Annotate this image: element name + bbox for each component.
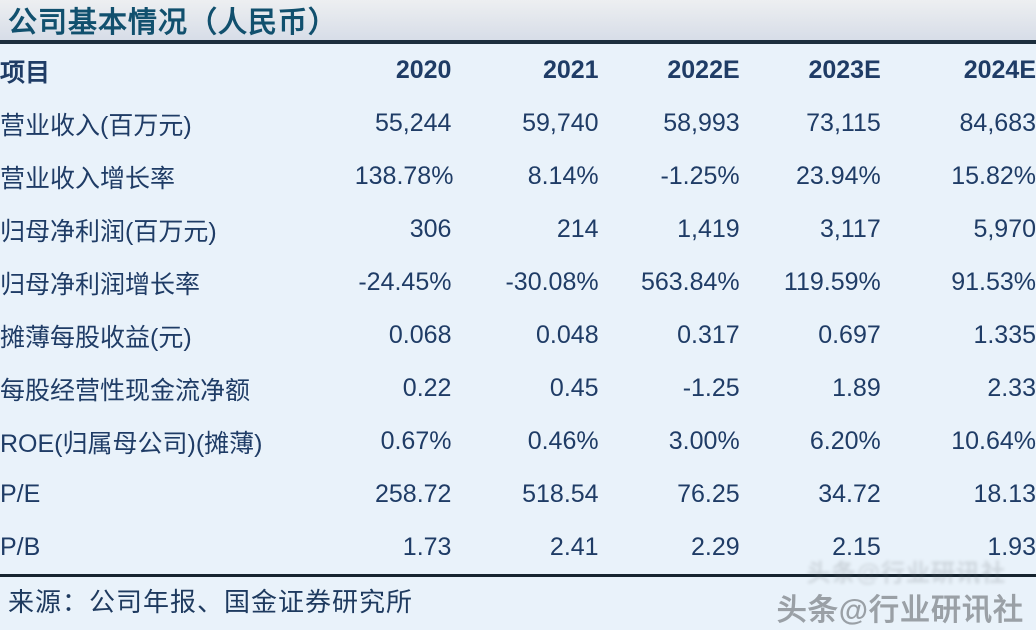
table-row: P/B 1.73 2.41 2.29 2.15 1.93 [0,521,1036,574]
row-value: 1.89 [832,374,881,402]
row-label: 归母净利润(百万元) [0,217,217,246]
row-label: 归母净利润增长率 [0,270,201,299]
row-value: 0.46% [527,427,599,455]
row-value: 1,419 [677,215,740,243]
row-value: 2.41 [549,533,599,561]
row-value: 3.00% [668,427,740,455]
row-label: ROE(归属母公司)(摊薄) [0,429,263,458]
row-value: 2.15 [832,533,881,561]
row-value: -1.25 [682,374,740,402]
row-value: 10.64% [951,427,1036,455]
table-body: 营业收入(百万元) 55,244 59,740 58,993 73,115 84,683 营… [0,97,1036,574]
row-value: 6.20% [809,427,881,455]
table-row: 摊薄每股收益(元) 0.068 0.048 0.317 0.697 1.335 [0,309,1036,362]
row-value: 0.317 [677,321,740,349]
header-cell-year: 2020 [395,56,452,84]
row-value: 8.14% [527,162,599,190]
table-row: P/E 258.72 518.54 76.25 34.72 18.13 [0,468,1036,521]
table-title: 公司基本情况（人民币） [8,7,339,39]
row-value: -24.45% [358,268,452,296]
row-label: 营业收入增长率 [0,164,176,193]
row-value: 2.33 [987,374,1036,402]
row-label: 每股经营性现金流净额 [0,376,251,405]
row-label: 摊薄每股收益(元) [0,323,192,352]
row-value: 306 [409,215,452,243]
header-cell-year: 2024E [963,56,1036,84]
table-title-bar: 公司基本情况（人民币） [0,0,1036,44]
row-value: 0.22 [402,374,452,402]
row-label: P/B [0,533,41,561]
row-value: 0.45 [549,374,599,402]
header-cell-year: 2022E [667,56,740,84]
row-value: 0.048 [536,321,599,349]
header-cell-year: 2021 [542,56,599,84]
row-value: 91.53% [951,268,1036,296]
table-row: ROE(归属母公司)(摊薄) 0.67% 0.46% 3.00% 6.20% 10.64% [0,415,1036,468]
row-value: 34.72 [818,480,881,508]
source-row: 来源：公司年报、国金证券研究所 [0,574,1036,623]
row-value: 23.94% [795,162,881,190]
row-value: 2.29 [691,533,740,561]
table-row: 归母净利润增长率 -24.45% -30.08% 563.84% 119.59% 91.5… [0,256,1036,309]
table-row: 营业收入增长率 138.78% 8.14% -1.25% 23.94% 15.82% [0,150,1036,203]
financial-table: 项目 2020 2021 2022E 2023E 2024E 营业收入(百万元) 55,2… [0,44,1036,574]
row-value: 119.59% [783,268,881,296]
row-value: 214 [556,215,599,243]
row-label: P/E [0,480,41,508]
row-value: 59,740 [522,109,599,137]
table-row: 每股经营性现金流净额 0.22 0.45 -1.25 1.89 2.33 [0,362,1036,415]
row-value: 518.54 [522,480,599,508]
row-value: 55,244 [375,109,452,137]
table-row: 营业收入(百万元) 55,244 59,740 58,993 73,115 84,683 [0,97,1036,150]
row-value: -30.08% [505,268,599,296]
row-value: 84,683 [959,109,1036,137]
row-value: 73,115 [806,109,881,137]
table-row: 归母净利润(百万元) 306 214 1,419 3,117 5,970 [0,203,1036,256]
row-value: 1.93 [987,533,1036,561]
row-value: -1.25% [660,162,740,190]
row-value: 3,117 [820,215,881,243]
row-value: 5,970 [973,215,1036,243]
source-text: 来源：公司年报、国金证券研究所 [8,586,414,617]
row-value: 1.335 [973,321,1036,349]
row-value: 138.78% [354,162,454,190]
row-value: 15.82% [951,162,1036,190]
header-row: 项目 2020 2021 2022E 2023E 2024E [0,44,1036,97]
header-cell-item: 项目 [0,58,51,87]
row-value: 76.25 [677,480,740,508]
row-value: 18.13 [973,480,1036,508]
row-value: 563.84% [640,268,740,296]
row-value: 0.697 [818,321,881,349]
row-label: 营业收入(百万元) [0,111,192,140]
header-cell-year: 2023E [808,56,881,84]
row-value: 58,993 [663,109,740,137]
row-value: 0.67% [380,427,452,455]
row-value: 0.068 [388,321,452,349]
row-value: 1.73 [402,533,452,561]
row-value: 258.72 [375,480,452,508]
